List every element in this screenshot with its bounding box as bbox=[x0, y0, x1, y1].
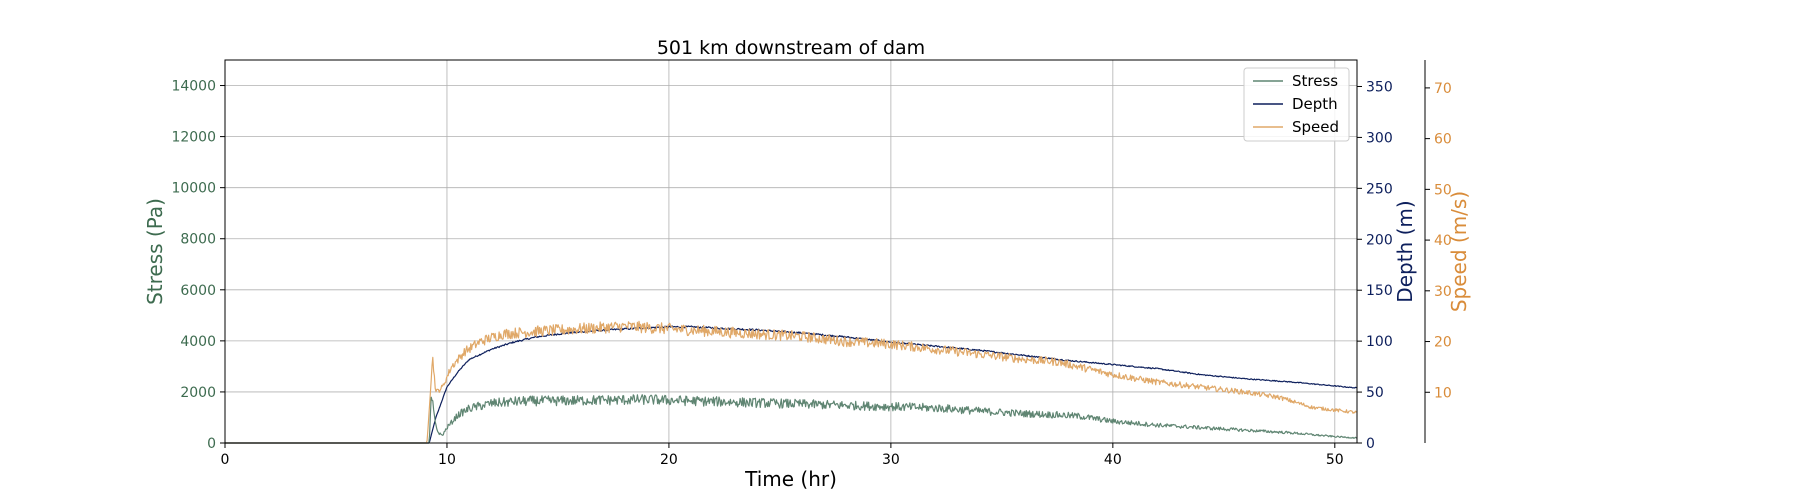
depth-tick-label: 50 bbox=[1366, 385, 1384, 401]
plot-frame bbox=[224, 59, 1358, 444]
depth-tick-label: 150 bbox=[1366, 283, 1393, 299]
chart-title: 501 km downstream of dam bbox=[657, 37, 925, 59]
speed-tick-label: 30 bbox=[1434, 284, 1452, 300]
stress-tick-label: 6000 bbox=[180, 283, 216, 299]
depth-tick-label: 300 bbox=[1366, 130, 1393, 146]
stress-tick-label: 2000 bbox=[180, 385, 216, 401]
legend-label-stress: Stress bbox=[1292, 72, 1338, 90]
stress-tick-label: 14000 bbox=[171, 79, 216, 95]
depth-tick-label: 350 bbox=[1366, 79, 1393, 95]
x-tick-label: 10 bbox=[438, 452, 456, 468]
legend-label-speed: Speed bbox=[1292, 118, 1339, 136]
depth-axis-label: Depth (m) bbox=[1393, 200, 1417, 302]
x-tick-label: 30 bbox=[882, 452, 900, 468]
stress-tick-label: 4000 bbox=[180, 334, 216, 350]
speed-tick-label: 40 bbox=[1434, 233, 1452, 249]
x-tick-label: 20 bbox=[660, 452, 678, 468]
x-tick-label: 50 bbox=[1326, 452, 1344, 468]
speed-tick-label: 60 bbox=[1434, 132, 1452, 148]
legend: Stress Depth Speed bbox=[1243, 67, 1350, 142]
x-axis-label: Time (hr) bbox=[744, 467, 837, 491]
depth-tick-label: 0 bbox=[1366, 436, 1375, 452]
stress-axis-label: Stress (Pa) bbox=[143, 198, 167, 305]
x-tick-label: 0 bbox=[221, 452, 230, 468]
axes: 0 10 20 30 40 5002000400060008000100001200014… bbox=[171, 60, 1452, 468]
stress-tick-label: 8000 bbox=[180, 232, 216, 248]
speed-tick-label: 10 bbox=[1434, 385, 1452, 401]
speed-axis-label: Speed (m/s) bbox=[1447, 191, 1471, 312]
speed-tick-label: 50 bbox=[1434, 182, 1452, 198]
speed-tick-label: 70 bbox=[1434, 81, 1452, 97]
stress-tick-label: 12000 bbox=[171, 130, 216, 146]
stress-tick-label: 10000 bbox=[171, 181, 216, 197]
legend-box bbox=[1243, 67, 1350, 142]
speed-tick-label: 20 bbox=[1434, 335, 1452, 351]
stress-tick-label: 0 bbox=[207, 436, 216, 452]
depth-tick-label: 100 bbox=[1366, 334, 1393, 350]
x-tick-label: 40 bbox=[1104, 452, 1122, 468]
legend-label-depth: Depth bbox=[1292, 95, 1338, 113]
depth-tick-label: 250 bbox=[1366, 181, 1393, 197]
depth-tick-label: 200 bbox=[1366, 232, 1393, 248]
